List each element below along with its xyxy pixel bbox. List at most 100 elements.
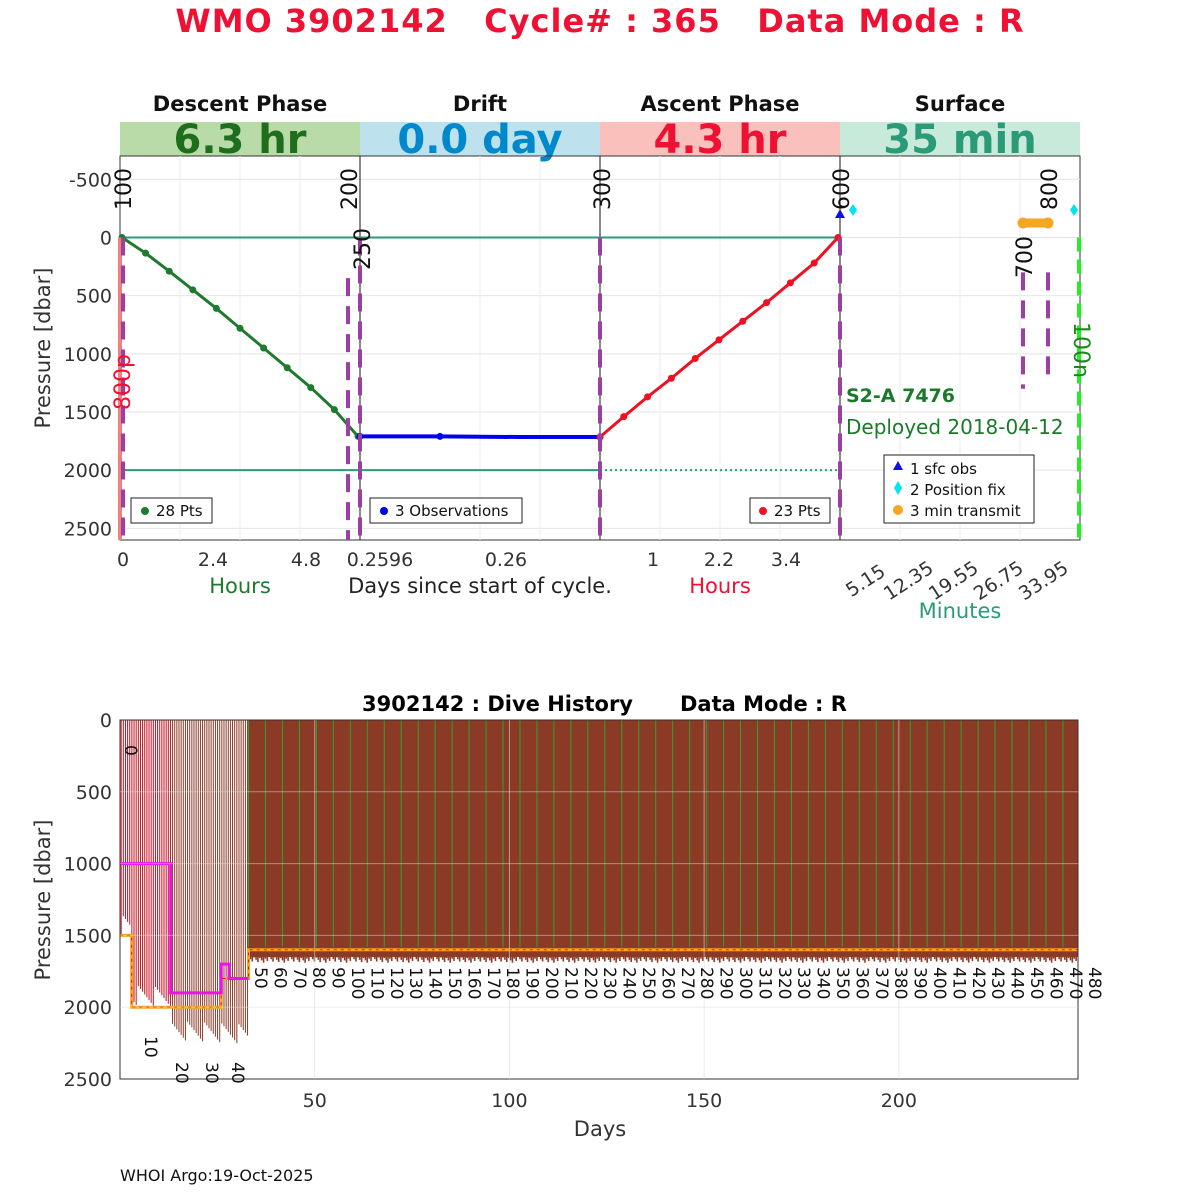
- top-y-tick-label: 2500: [64, 518, 112, 540]
- cycle-label: 400: [929, 967, 949, 999]
- profile-depth-dotted-overlay: [120, 934, 1078, 1008]
- cycle-label: 380: [890, 967, 910, 999]
- cycle-label: 460: [1045, 967, 1065, 999]
- ascent-x-tick: 3.4: [771, 549, 801, 571]
- phase-title-2: Ascent Phase: [641, 92, 800, 116]
- ascent-point: [763, 299, 771, 307]
- top-y-tick-label: 500: [76, 286, 112, 308]
- drift-legend-label: 3 Observations: [395, 502, 509, 520]
- dive-x-tick-label: 50: [303, 1090, 327, 1112]
- cycle-label: 100: [347, 967, 367, 999]
- surface-x-axis-label: Minutes: [919, 599, 1002, 623]
- cycle-label: Cycle# : 365: [484, 2, 721, 40]
- descent-x-tick: 0: [117, 549, 129, 571]
- cycle-label: 340: [813, 967, 833, 999]
- wmo-label: WMO 3902142: [175, 2, 448, 40]
- event-label-800p: 800p: [111, 354, 136, 410]
- main-title: WMO 3902142 Cycle# : 365 Data Mode : R: [0, 2, 1200, 40]
- top-y-tick-label: 1500: [64, 402, 112, 424]
- cycle-label: 180: [502, 967, 522, 999]
- cycle-label: 110: [366, 967, 386, 999]
- top-y-tick-label: -500: [69, 169, 112, 191]
- ascent-legend-label: 23 Pts: [774, 502, 821, 520]
- cycle-label: 470: [1065, 967, 1085, 999]
- descent-point: [260, 344, 268, 352]
- event-label-200: 200: [338, 168, 363, 210]
- cycle-label: 360: [851, 967, 871, 999]
- dive-x-axis-label: Days: [574, 1117, 626, 1141]
- dive-y-tick-label: 0: [100, 710, 112, 732]
- cycle-label: 270: [677, 967, 697, 999]
- phase-duration-3: 35 min: [883, 117, 1036, 163]
- cycle-label: 160: [463, 967, 483, 999]
- surface-x-tick: 12.35: [880, 557, 938, 605]
- cycle-label: 420: [968, 967, 988, 999]
- cycle-label: 200: [541, 967, 561, 999]
- dive-y-tick-label: 1000: [64, 854, 112, 876]
- dive-history-mode: Data Mode : R: [680, 692, 847, 716]
- cycle-label: 90: [328, 967, 348, 989]
- cycle-label: 60: [269, 967, 289, 989]
- phase-band-0: [120, 122, 360, 156]
- cycle-label: 370: [871, 967, 891, 999]
- transmit-marker-end: [1042, 217, 1054, 229]
- descent-x-tick: 4.8: [291, 549, 321, 571]
- drift-legend-box: [369, 497, 523, 524]
- cycle-label: 390: [910, 967, 930, 999]
- descent-point: [307, 384, 315, 392]
- cycle-label: 170: [483, 967, 503, 999]
- legend-sfc-obs-marker: [893, 461, 903, 470]
- ascent-point: [667, 374, 675, 382]
- top-y-axis-label: Pressure [dbar]: [31, 268, 55, 429]
- cycle-label: 280: [696, 967, 716, 999]
- position-fix-marker: [849, 204, 857, 216]
- cycle-label: 120: [386, 967, 406, 999]
- dive-history-frame: [119, 719, 1079, 1080]
- dive-y-tick-label: 500: [76, 782, 112, 804]
- cycle-label: 290: [716, 967, 736, 999]
- park-depth-step-line: [120, 862, 249, 995]
- phase-band-1: [360, 122, 600, 156]
- cycle-label: 40: [227, 1062, 247, 1084]
- descent-point: [189, 286, 197, 294]
- legend-transmit-label: 3 min transmit: [910, 502, 1021, 520]
- cycle-label: 300: [735, 967, 755, 999]
- cycle-label: 50: [250, 967, 270, 989]
- phase-duration-2: 4.3 hr: [654, 117, 787, 163]
- surface-obs-marker: [835, 209, 845, 218]
- dive-x-tick-label: 150: [686, 1090, 722, 1112]
- ascent-legend-marker: [759, 507, 767, 515]
- cycle-label: 20: [171, 1062, 191, 1084]
- cycle-label: 310: [754, 967, 774, 999]
- phase-band-3: [840, 122, 1080, 156]
- legend-transmit-marker: [893, 505, 903, 515]
- drift-point: [436, 432, 444, 440]
- drift-x-axis-label: Days since start of cycle.: [348, 574, 612, 598]
- phase-band-2: [600, 122, 840, 156]
- ascent-point: [786, 279, 794, 287]
- cycle-label: 80: [308, 967, 328, 989]
- ascent-x-tick: 1: [647, 549, 659, 571]
- descent-point: [330, 406, 338, 414]
- surface-x-tick: 19.55: [925, 557, 983, 605]
- surface-legend-box: [883, 454, 1035, 524]
- phase-title-0: Descent Phase: [153, 92, 327, 116]
- dive-x-tick-label: 100: [491, 1090, 527, 1112]
- cycle-label: 350: [832, 967, 852, 999]
- event-label-700: 700: [1013, 236, 1038, 278]
- cycle-label: 450: [1026, 967, 1046, 999]
- cycle-label: 210: [560, 967, 580, 999]
- cycle-label: 150: [444, 967, 464, 999]
- drift-x-tick: 0.26: [485, 549, 527, 571]
- surface-x-tick: 33.95: [1015, 557, 1073, 605]
- cycle-label: 330: [793, 967, 813, 999]
- cycle-label: 260: [657, 967, 677, 999]
- cycle-label: 430: [987, 967, 1007, 999]
- cycle-label: 320: [774, 967, 794, 999]
- position-fix-marker: [1070, 204, 1078, 216]
- ascent-point: [810, 259, 818, 267]
- top-y-tick-label: 1000: [64, 344, 112, 366]
- event-label-100n: 100n: [1068, 322, 1093, 378]
- footer-credit: WHOI Argo:19-Oct-2025: [120, 1166, 314, 1185]
